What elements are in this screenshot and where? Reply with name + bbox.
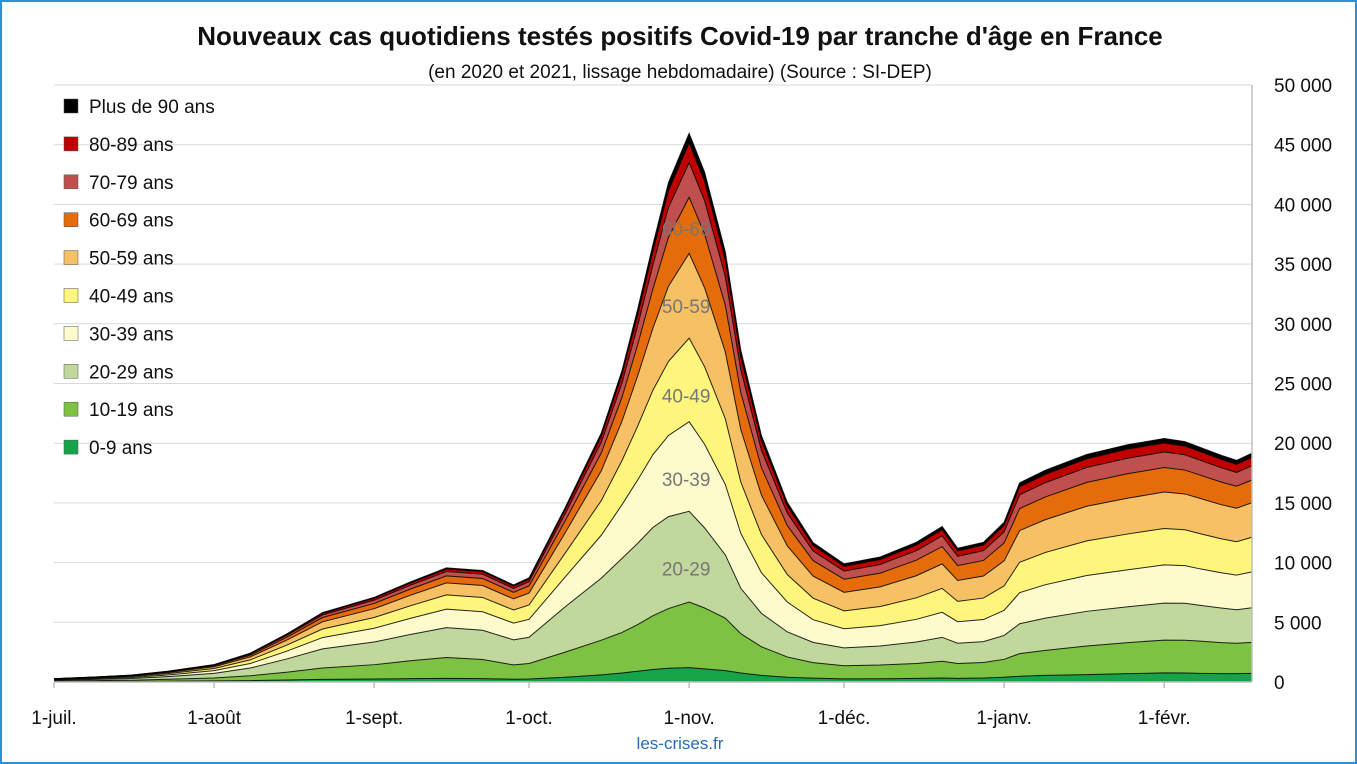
band-label: 20-29 (662, 560, 711, 581)
area-40-49-ans (54, 338, 1252, 680)
chart-title: Nouveaux cas quotidiens testés positifs … (197, 21, 1163, 51)
x-tick-label: 1-oct. (505, 708, 553, 729)
band-label: 50-59 (662, 297, 711, 318)
axes: 0 5 000 10 000 15 000 20 000 25 000 30 000 35 0… (31, 76, 1332, 729)
x-tick-label: 1-janv. (976, 708, 1032, 729)
band-boundary (53, 421, 1253, 681)
band-label: 30-39 (662, 470, 711, 491)
legend-label: 20-29 ans (89, 362, 174, 383)
legend-swatch (63, 326, 79, 341)
y-tick-label: 50 000 (1274, 76, 1332, 97)
y-tick-label: 20 000 (1274, 434, 1332, 455)
band-boundary (53, 667, 1253, 683)
band-boundary (53, 132, 1253, 680)
area-60-69-ans (54, 197, 1252, 680)
legend-swatch (63, 212, 79, 227)
y-tick-label: 10 000 (1274, 554, 1332, 575)
legend-swatch (63, 288, 79, 303)
x-tick-label: 1-févr. (1138, 708, 1191, 729)
band-boundary (53, 141, 1253, 680)
band-boundary (53, 252, 1253, 680)
legend-label: 60-69 ans (89, 211, 174, 232)
legend-swatch (63, 439, 79, 455)
band-boundary (53, 196, 1253, 680)
x-tick-label: 1-déc. (818, 708, 871, 729)
band-boundary (53, 337, 1253, 680)
band-labels: 60-69 50-59 40-49 30-39 20-29 (662, 219, 711, 580)
area-20-29-ans (54, 511, 1252, 681)
legend-label: 30-39 ans (89, 324, 174, 345)
y-tick-label: 5 000 (1274, 613, 1322, 634)
legend-swatch (63, 364, 79, 379)
y-tick-label: 30 000 (1274, 315, 1332, 336)
area-30-39-ans (54, 421, 1252, 681)
source-label[interactable]: les-crises.fr (637, 734, 724, 753)
legend-label: Plus de 90 ans (89, 97, 215, 118)
legend-label: 40-49 ans (89, 287, 174, 308)
area-50-59-ans (54, 253, 1252, 680)
band-boundary (53, 601, 1253, 682)
x-tick-label: 1-nov. (663, 708, 714, 729)
y-tick-label: 45 000 (1274, 136, 1332, 157)
chart-subtitle: (en 2020 et 2021, lissage hebdomadaire) … (428, 62, 932, 83)
y-tick-label: 15 000 (1274, 494, 1332, 515)
area-10-19-ans (54, 602, 1252, 682)
band-boundary (53, 510, 1253, 681)
legend-swatch (63, 250, 79, 265)
stacked-areas (53, 132, 1253, 683)
y-tick-label: 0 (1274, 673, 1285, 694)
legend-swatch (63, 401, 79, 417)
x-tick-label: 1-août (187, 708, 242, 729)
band-label: 40-49 (662, 386, 711, 407)
area-plus-de-90-ans (54, 133, 1252, 679)
legend: Plus de 90 ans 80-89 ans 70-79 ans 60-69 an… (63, 97, 215, 459)
x-tick-label: 1-sept. (345, 708, 403, 729)
legend-swatch (63, 174, 79, 190)
legend-swatch (63, 98, 79, 114)
x-tick-label: 1-juil. (31, 708, 76, 729)
legend-label: 70-79 ans (89, 173, 174, 194)
y-tick-label: 25 000 (1274, 375, 1332, 396)
band-label: 60-69 (662, 219, 711, 240)
legend-label: 50-59 ans (89, 249, 174, 270)
y-tick-label: 40 000 (1274, 195, 1332, 216)
legend-label: 10-19 ans (89, 400, 174, 421)
legend-label: 80-89 ans (89, 135, 174, 156)
legend-label: 0-9 ans (89, 438, 152, 459)
area-80-89-ans (54, 142, 1252, 679)
y-tick-label: 35 000 (1274, 255, 1332, 276)
legend-swatch (63, 136, 79, 152)
band-boundary (53, 161, 1253, 680)
